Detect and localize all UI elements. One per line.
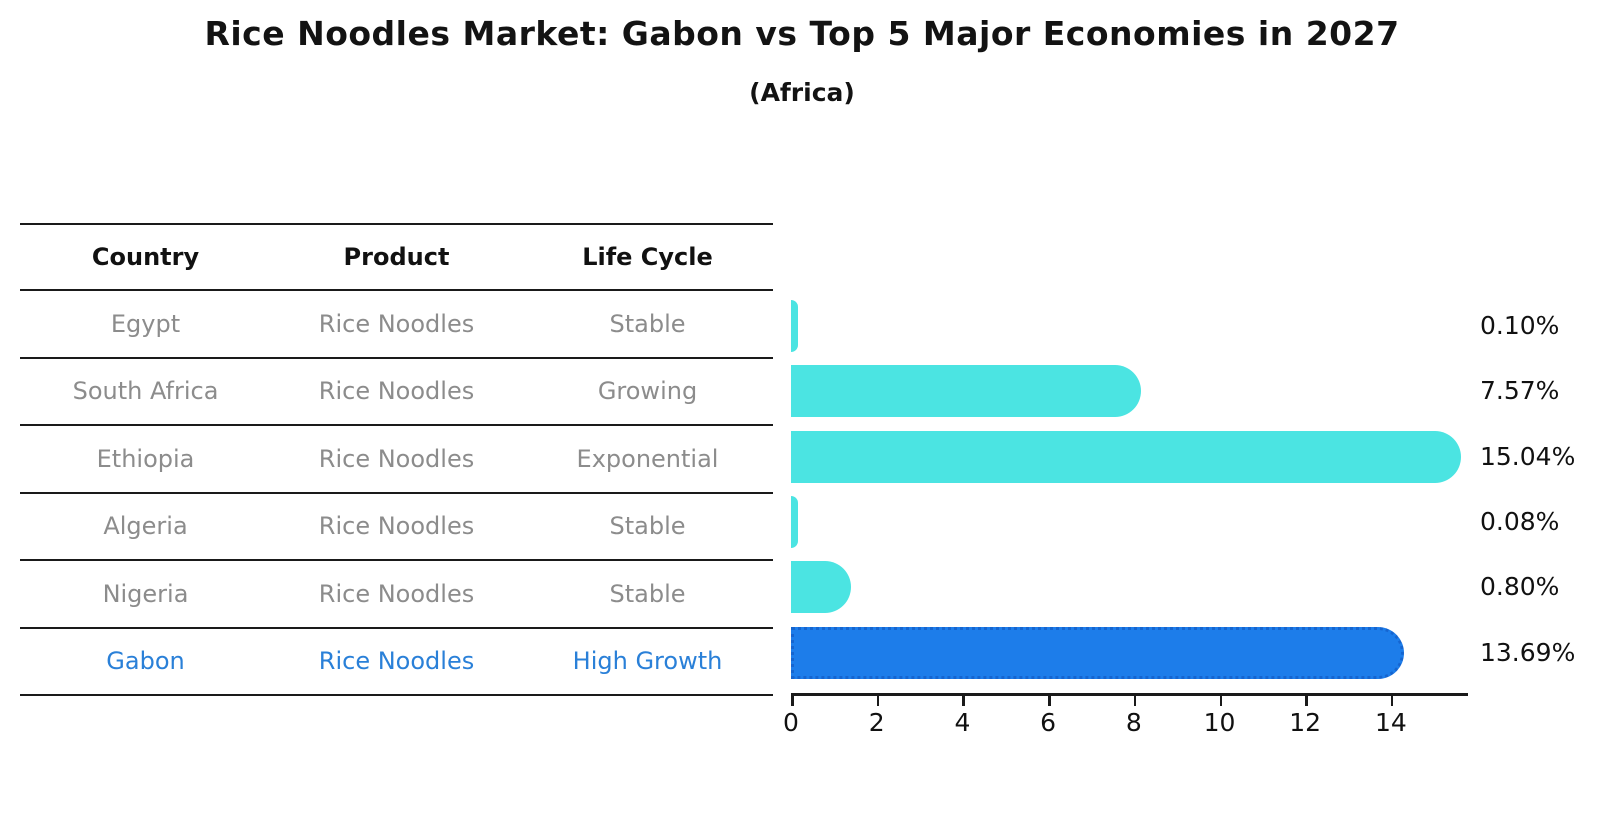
bar-south-africa: [791, 365, 1142, 418]
x-tick: [1390, 696, 1394, 706]
table-header-row: Country Product Life Cycle: [20, 225, 773, 291]
table-row: Nigeria Rice Noodles Stable: [20, 561, 773, 629]
table-cell: Rice Noodles: [318, 444, 475, 473]
x-tick-label: 14: [1374, 708, 1407, 737]
table-cell: Stable: [609, 512, 686, 541]
x-tick-label: 2: [868, 708, 885, 737]
table-row: South Africa Rice Noodles Growing: [20, 359, 773, 426]
x-tick: [1305, 696, 1308, 706]
table-cell: Rice Noodles: [318, 377, 475, 406]
x-tick: [791, 696, 794, 706]
chart-title: Rice Noodles Market: Gabon vs Top 5 Majo…: [204, 14, 1400, 53]
table-cell: South Africa: [72, 377, 219, 406]
x-tick-label: 0: [783, 708, 799, 737]
value-label: 15.04%: [1480, 441, 1576, 471]
table-cell: High Growth: [572, 647, 723, 676]
comparison-table: Country Product Life Cycle Egypt Rice Noodle…: [20, 223, 773, 696]
x-tick: [962, 696, 965, 706]
table-cell: Gabon: [106, 647, 185, 676]
table-cell: Rice Noodles: [318, 309, 475, 338]
bar-algeria: [791, 495, 798, 548]
table-cell: Rice Noodles: [318, 512, 475, 541]
value-label: 0.10%: [1480, 311, 1560, 340]
column-header: Life Cycle: [582, 243, 713, 271]
table-cell: Growing: [597, 377, 698, 406]
table-cell: Nigeria: [102, 579, 189, 608]
table-cell: Rice Noodles: [318, 647, 475, 676]
table-cell: Stable: [609, 309, 686, 338]
x-tick: [876, 696, 880, 706]
table-cell: Egypt: [110, 309, 181, 338]
value-label: 0.80%: [1480, 572, 1560, 602]
value-label: 7.57%: [1480, 376, 1560, 406]
x-tick: [1133, 696, 1137, 706]
x-axis-line: [791, 693, 1468, 696]
bar-ethiopia: [791, 430, 1462, 483]
column-header: Product: [343, 243, 450, 271]
table-cell: Exponential: [576, 444, 719, 473]
table-cell: Rice Noodles: [318, 579, 475, 608]
x-tick: [1219, 696, 1222, 706]
x-tick-label: 12: [1289, 708, 1322, 737]
x-tick: [1048, 696, 1051, 706]
x-tick-label: 8: [1125, 708, 1142, 737]
table-cell: Stable: [609, 579, 686, 608]
x-tick-label: 10: [1203, 708, 1236, 737]
bar-egypt: [791, 300, 798, 352]
table-cell: Algeria: [103, 512, 188, 541]
chart-subtitle: (Africa): [749, 78, 855, 107]
bar-nigeria: [791, 561, 852, 614]
table-row: Algeria Rice Noodles Stable: [20, 494, 773, 561]
x-tick-label: 6: [1040, 708, 1057, 737]
column-header: Country: [91, 243, 200, 271]
bar-gabon: [791, 626, 1404, 679]
x-tick-label: 4: [954, 708, 971, 737]
table-row: Ethiopia Rice Noodles Exponential: [20, 426, 773, 494]
value-label: 0.08%: [1480, 506, 1560, 536]
table-row: Egypt Rice Noodles Stable: [20, 291, 773, 359]
table-cell: Ethiopia: [96, 444, 195, 473]
table-row: Gabon Rice Noodles High Growth: [20, 629, 773, 695]
value-label: 13.69%: [1480, 637, 1576, 667]
